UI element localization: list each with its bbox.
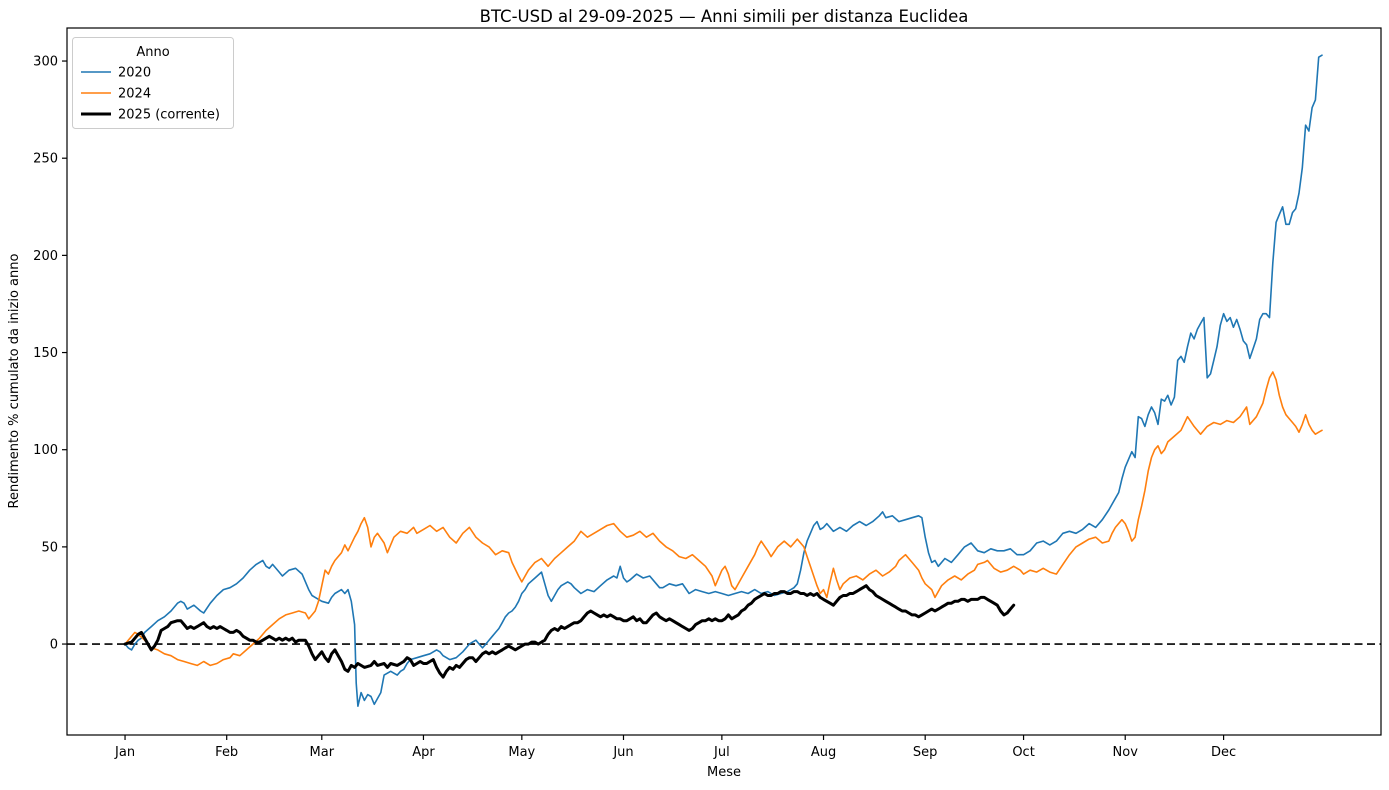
- y-tick-label-100: 100: [33, 443, 58, 458]
- x-axis-label: Mese: [707, 765, 741, 780]
- y-tick-label-300: 300: [33, 55, 58, 70]
- x-tick-label-oct: Oct: [1012, 745, 1034, 760]
- legend-label-2020: 2020: [118, 66, 151, 81]
- series-line-2025-corrente-: [123, 584, 1016, 679]
- plot-area: [67, 28, 1381, 735]
- x-tick-label-nov: Nov: [1113, 745, 1139, 760]
- y-tick-label-50: 50: [41, 540, 58, 555]
- y-tick-label-150: 150: [33, 346, 58, 361]
- y-tick-label-250: 250: [33, 152, 58, 167]
- x-tick-label-jan: Jan: [114, 745, 135, 760]
- x-tick-label-jun: Jun: [612, 745, 633, 760]
- x-tick-label-aug: Aug: [811, 745, 836, 760]
- legend-label-2024: 2024: [118, 87, 151, 102]
- x-tick-label-dec: Dec: [1211, 745, 1236, 760]
- chart-title: BTC-USD al 29-09-2025 — Anni simili per …: [480, 7, 969, 26]
- ticks-group: Jan Feb Mar Apr May Jun Jul Aug Sep Oct Nov Dec 0 50 1…: [33, 55, 1236, 760]
- legend: Anno 2020 2024 2025 (corrente): [72, 37, 234, 129]
- y-tick-label-200: 200: [33, 249, 58, 264]
- legend-label-2025-corrente-: 2025 (corrente): [118, 108, 220, 123]
- y-axis-label: Rendimento % cumulato da inizio anno: [7, 254, 22, 509]
- series-line-2020: [124, 54, 1323, 707]
- legend-box: [72, 37, 234, 129]
- series-group: [123, 54, 1323, 707]
- x-tick-label-sep: Sep: [913, 745, 938, 760]
- legend-title: Anno: [136, 45, 169, 60]
- axes-spines: [66, 27, 1382, 736]
- y-tick-label-0: 0: [50, 638, 58, 653]
- x-tick-label-jul: Jul: [713, 745, 730, 760]
- x-tick-label-may: May: [508, 745, 535, 760]
- x-tick-label-apr: Apr: [412, 745, 435, 760]
- legend-entries: 2020 2024 2025 (corrente): [81, 66, 220, 123]
- series-line-2024: [124, 371, 1323, 667]
- x-tick-label-mar: Mar: [310, 745, 335, 760]
- x-tick-label-feb: Feb: [215, 745, 238, 760]
